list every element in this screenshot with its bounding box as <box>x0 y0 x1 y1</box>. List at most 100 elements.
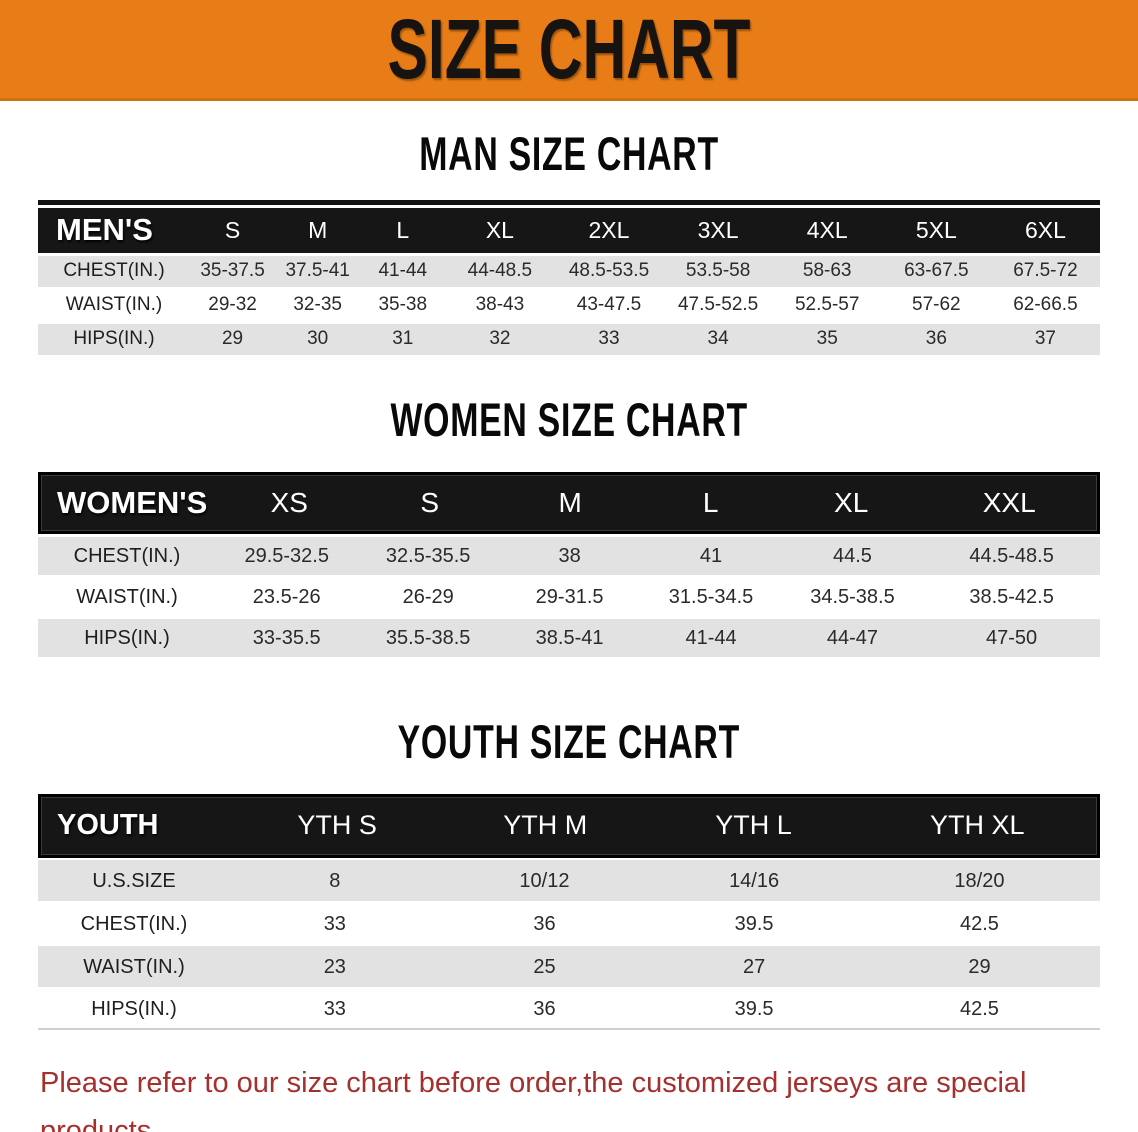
heading-youth-size-chart: YOUTH SIZE CHART <box>38 714 1100 769</box>
value-cell: 33 <box>323 997 346 1020</box>
value-cell: 33-35.5 <box>252 627 321 649</box>
row-label: HIPS(IN.) <box>84 627 170 649</box>
column-header-m: M <box>558 486 582 518</box>
row-label: HIPS(IN.) <box>91 997 177 1020</box>
table-header-row: YOUTH YTH S YTH M YTH L YTH XL <box>38 794 1100 858</box>
row-label: WAIST(IN.) <box>83 955 185 978</box>
value-cell: 32.5-35.5 <box>385 545 471 567</box>
column-header-xl: XL <box>834 486 869 518</box>
value-cell: 42.5 <box>959 997 999 1020</box>
value-cell: 38.5-42.5 <box>969 586 1054 608</box>
table-row-hips-in: HIPS(IN.) 33 36 39.5 42.5 <box>38 989 1100 1030</box>
value-cell: 44-47 <box>826 627 879 649</box>
column-header-yth-m: YTH M <box>503 810 588 841</box>
column-header-6xl: 6XL <box>1024 216 1066 243</box>
column-header-xs: XS <box>270 486 308 518</box>
value-cell: 42.5 <box>959 912 999 935</box>
value-cell: 38-43 <box>475 294 525 316</box>
value-cell: 29 <box>968 955 991 978</box>
value-cell: 35-38 <box>378 294 428 316</box>
heading-text-women-size-chart: WOMEN SIZE CHART <box>390 393 748 446</box>
value-cell: 48.5-53.5 <box>568 260 650 282</box>
value-cell: 32 <box>489 328 511 350</box>
table-row-waist-in: WAIST(IN.) 23.5-26 26-29 29-31.5 31.5-34.5 34… <box>38 578 1100 616</box>
table-header-row: MEN'S S M L XL 2XL 3XL 4XL 5XL 6XL <box>38 208 1100 253</box>
column-header-m: M <box>308 216 328 243</box>
value-cell: 29.5-32.5 <box>244 545 329 567</box>
row-label: HIPS(IN.) <box>73 328 155 350</box>
value-cell: 47.5-52.5 <box>677 294 759 316</box>
value-cell: 26-29 <box>402 586 454 608</box>
column-header-5xl: 5XL <box>915 216 957 243</box>
disclaimer: Please refer to our size chart before or… <box>0 1060 1138 1132</box>
value-cell: 32-35 <box>293 294 342 316</box>
value-cell: 57-62 <box>912 294 961 316</box>
value-cell: 29-32 <box>208 294 257 316</box>
value-cell: 44-48.5 <box>467 260 533 282</box>
value-cell: 62-66.5 <box>1013 294 1078 316</box>
column-header-xxl: XXL <box>982 486 1036 518</box>
column-header-2xl: 2XL <box>588 216 630 243</box>
column-header-xl: XL <box>485 216 514 243</box>
table-row-hips-in: HIPS(IN.) 33-35.5 35.5-38.5 38.5-41 41-44 44-… <box>38 619 1100 657</box>
row-label: CHEST(IN.) <box>63 260 165 282</box>
value-cell: 35 <box>816 328 838 350</box>
value-cell: 29-31.5 <box>535 586 604 608</box>
value-cell: 25 <box>533 955 556 978</box>
value-cell: 34 <box>707 328 729 350</box>
table-women-size-chart: WOMEN'S XS S M L XL XXL CHEST(IN.) 29.5-32.5 32.5… <box>38 472 1100 657</box>
table-header-row: WOMEN'S XS S M L XL XXL <box>38 472 1100 534</box>
column-header-3xl: 3XL <box>697 216 739 243</box>
value-cell: 14/16 <box>729 869 780 892</box>
value-cell: 63-67.5 <box>904 260 969 282</box>
row-label: U.S.SIZE <box>92 869 176 892</box>
heading-women-size-chart: WOMEN SIZE CHART <box>38 392 1100 447</box>
column-header-s: S <box>420 486 440 518</box>
table-header-label: MEN'S <box>56 212 153 248</box>
row-label: WAIST(IN.) <box>76 586 178 608</box>
banner-title: SIZE CHART <box>387 2 751 96</box>
value-cell: 41 <box>699 545 723 567</box>
column-header-yth-l: YTH L <box>715 810 792 841</box>
value-cell: 41-44 <box>685 627 737 649</box>
value-cell: 38 <box>558 545 581 567</box>
value-cell: 33 <box>598 328 620 350</box>
value-cell: 41-44 <box>378 260 428 282</box>
value-cell: 52.5-57 <box>794 294 860 316</box>
value-cell: 35.5-38.5 <box>385 627 471 649</box>
value-cell: 30 <box>307 328 329 350</box>
value-cell: 67.5-72 <box>1013 260 1078 282</box>
table-row-chest-in: CHEST(IN.) 35-37.5 37.5-41 41-44 44-48.5 48.5… <box>38 256 1100 287</box>
table-row-u-s-size: U.S.SIZE 8 10/12 14/16 18/20 <box>38 860 1100 901</box>
value-cell: 43-47.5 <box>576 294 642 316</box>
column-header-l: L <box>702 486 719 518</box>
table-row-chest-in: CHEST(IN.) 33 36 39.5 42.5 <box>38 903 1100 944</box>
heading-text-youth-size-chart: YOUTH SIZE CHART <box>397 715 741 768</box>
section-youth-size-chart: YOUTH SIZE CHART YOUTH YTH S YTH M YTH L YTH … <box>38 714 1100 1030</box>
value-cell: 36 <box>533 912 556 935</box>
value-cell: 53.5-58 <box>685 260 751 282</box>
column-header-yth-s: YTH S <box>297 810 377 841</box>
section-women-size-chart: WOMEN SIZE CHART WOMEN'S XS S M L XL XXL CHEST(I… <box>38 392 1100 657</box>
value-cell: 18/20 <box>954 869 1005 892</box>
table-youth-size-chart: YOUTH YTH S YTH M YTH L YTH XL U.S.SIZE 8 10/12… <box>38 794 1100 1030</box>
value-cell: 36 <box>925 328 947 350</box>
value-cell: 29 <box>221 328 244 350</box>
row-label: CHEST(IN.) <box>73 545 181 567</box>
value-cell: 34.5-38.5 <box>810 586 895 608</box>
value-cell: 44.5-48.5 <box>969 545 1054 567</box>
banner: SIZE CHART <box>0 0 1138 101</box>
value-cell: 35-37.5 <box>200 260 265 282</box>
value-cell: 39.5 <box>734 997 774 1020</box>
table-row-chest-in: CHEST(IN.) 29.5-32.5 32.5-35.5 38 41 44.5 44.5… <box>38 537 1100 575</box>
value-cell: 27 <box>742 955 766 978</box>
column-header-s: S <box>224 216 241 243</box>
value-cell: 36 <box>533 997 556 1020</box>
table-header-label: WOMEN'S <box>57 484 208 520</box>
table-row-hips-in: HIPS(IN.) 29 30 31 32 33 34 35 36 37 <box>38 324 1100 355</box>
column-header-4xl: 4XL <box>806 216 848 243</box>
value-cell: 47-50 <box>986 627 1038 649</box>
value-cell: 44.5 <box>833 545 872 567</box>
sections: MAN SIZE CHART MEN'S S M L XL 2XL 3XL 4XL 5XL 6XL C… <box>0 126 1138 1030</box>
